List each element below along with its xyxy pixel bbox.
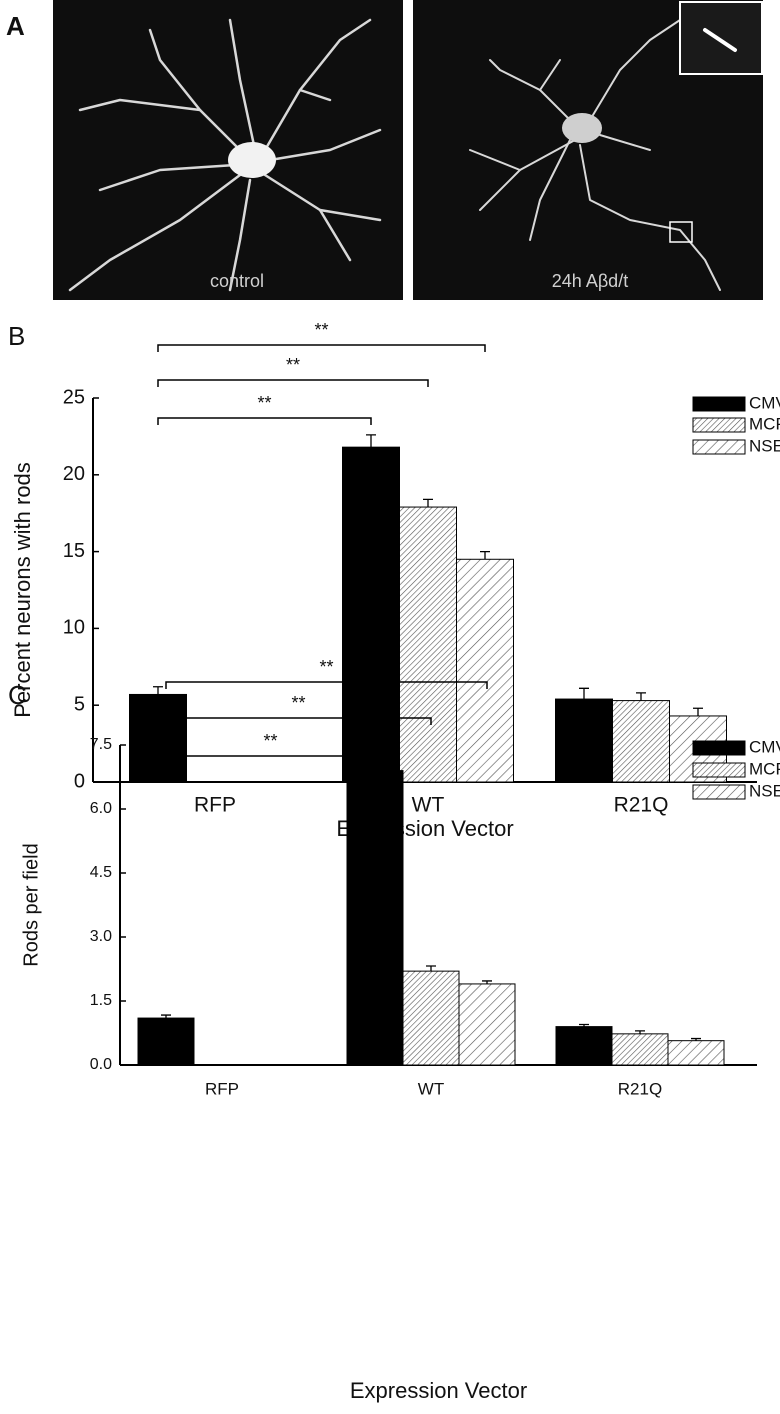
significance-bracket: [165, 755, 376, 763]
x-tick-label: RFP: [194, 794, 236, 817]
y-tick-label: 6.0: [90, 800, 112, 817]
bar: [346, 770, 404, 1066]
legend-swatch: [692, 417, 746, 433]
y-tick-label: 15: [63, 540, 85, 562]
significance-bracket: [165, 717, 432, 725]
error-bar: [579, 1023, 589, 1027]
error-bar: [482, 980, 492, 984]
error-bar: [153, 686, 163, 695]
bar: [555, 1026, 613, 1066]
legend-swatch: [692, 740, 746, 756]
significance-label: **: [314, 320, 328, 340]
error-bar: [366, 434, 376, 448]
panel-label: C: [8, 680, 27, 710]
x-tick-label: R21Q: [618, 1079, 662, 1098]
legend-label: MCP: [749, 759, 780, 778]
error-bar: [636, 692, 646, 701]
micrograph-control: control: [53, 0, 403, 300]
significance-label: **: [291, 693, 305, 713]
bar: [667, 1040, 725, 1066]
legend-swatch: [692, 439, 746, 455]
significance-label: **: [263, 731, 277, 751]
error-bar: [579, 687, 589, 700]
bar: [399, 506, 457, 783]
significance-label: **: [257, 393, 271, 413]
bar: [342, 446, 400, 783]
legend-label: NSE: [749, 436, 780, 455]
legend-label: MCP: [749, 414, 780, 433]
bar: [129, 693, 187, 783]
bar: [456, 558, 514, 783]
bar: [611, 1033, 669, 1066]
error-bar: [693, 707, 703, 716]
bar: [402, 970, 460, 1066]
y-axis-label: Rods per field: [20, 843, 42, 966]
y-tick-label: 20: [63, 463, 85, 485]
legend-label: CMV: [749, 737, 780, 756]
panel-label: B: [8, 321, 25, 351]
significance-bracket: [157, 344, 486, 352]
panel-label: A: [6, 11, 25, 41]
legend-swatch: [692, 396, 746, 412]
bar: [137, 1017, 195, 1066]
image-caption: 24h Aβd/t: [552, 271, 628, 291]
micrograph-treated: 24h Aβd/t: [413, 0, 763, 300]
y-tick-label: 4.5: [90, 864, 112, 881]
legend-label: CMV: [749, 393, 780, 412]
error-bar: [370, 765, 380, 771]
y-tick-label: 0: [74, 770, 85, 792]
legend-swatch: [692, 784, 746, 800]
error-bar: [423, 498, 433, 508]
bar: [458, 983, 516, 1066]
legend-label: NSE: [749, 781, 780, 800]
x-tick-label: WT: [418, 1079, 444, 1098]
bar: [612, 700, 670, 783]
y-tick-label: 25: [63, 386, 85, 408]
significance-bracket: [157, 379, 429, 387]
significance-bracket: [157, 417, 372, 425]
y-axis-label: Percent neurons with rods: [10, 462, 35, 718]
y-tick-label: 5: [74, 693, 85, 715]
image-caption: control: [210, 271, 264, 291]
x-tick-label: WT: [412, 794, 445, 817]
error-bar: [161, 1014, 171, 1019]
error-bar: [426, 965, 436, 972]
significance-label: **: [319, 657, 333, 677]
error-bar: [480, 550, 490, 560]
y-tick-label: 3.0: [90, 928, 112, 945]
y-tick-label: 7.5: [90, 736, 112, 753]
y-tick-label: 1.5: [90, 992, 112, 1009]
significance-label: **: [286, 355, 300, 375]
error-bar: [691, 1037, 701, 1041]
x-tick-label: RFP: [205, 1079, 239, 1098]
x-tick-label: R21Q: [614, 794, 669, 817]
significance-bracket: [165, 681, 488, 689]
error-bar: [635, 1030, 645, 1034]
x-axis-label: Expression Vector: [350, 1378, 527, 1403]
y-tick-label: 10: [63, 617, 85, 639]
bar: [555, 698, 613, 783]
legend-swatch: [692, 762, 746, 778]
y-tick-label: 0.0: [90, 1056, 112, 1073]
